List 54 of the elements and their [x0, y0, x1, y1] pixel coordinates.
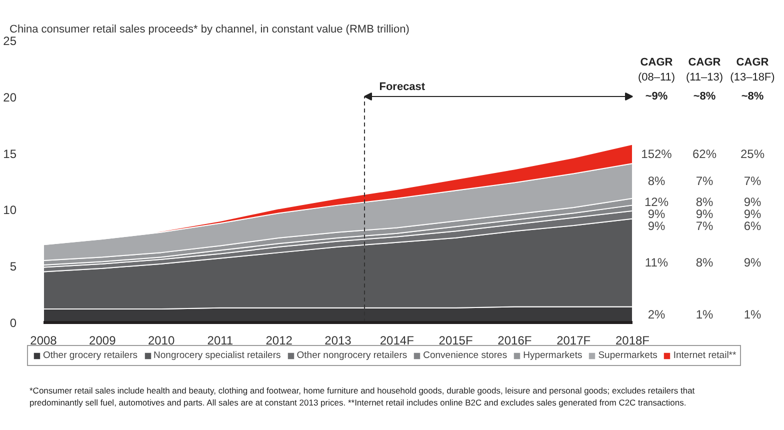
ref-line-label: Forecast	[379, 81, 426, 94]
x-tick-label: 2010	[148, 334, 175, 348]
legend-label: Internet retail**	[673, 350, 736, 361]
text: 9%	[648, 206, 666, 221]
y-tick-label: 10	[3, 203, 17, 218]
legend-label: Other grocery retailers	[43, 350, 138, 361]
x-tick-label: 2014F	[380, 334, 414, 348]
x-tick-label: 2011	[207, 334, 234, 348]
text: 9%	[744, 194, 762, 209]
y-tick-label: 5	[10, 260, 17, 274]
text: *Consumer retail sales include health and beauty, clothing and footwear, home furniture and household goods, durable goods, leisure and personal goods; excludes retailers that predominantly sell fuel, automotives and parts. All sales are at constant 2013 prices. **Internet retail includes online B2C and excludes sales generated from C2C transactions.	[30, 386, 696, 408]
text: CAGR (08–11)	[638, 56, 676, 84]
legend-label: Nongrocery specialist retailers	[154, 350, 281, 361]
text: 9%	[744, 256, 762, 270]
text: 8%	[648, 174, 666, 188]
x-tick-label: 2013	[324, 334, 352, 348]
text: 1%	[744, 308, 762, 322]
text: 152%	[641, 146, 672, 161]
x-tick-label: 2012	[266, 334, 293, 348]
text: 8%	[696, 256, 714, 270]
text: 1%	[696, 308, 714, 322]
x-tick-label: 2016F	[498, 334, 532, 348]
text: 9%	[744, 206, 762, 221]
text: CAGR (11–13)	[686, 56, 724, 84]
y-tick-label: 15	[3, 146, 17, 161]
text: 7%	[696, 218, 714, 233]
y-tick-label: 20	[3, 90, 17, 104]
text: 9%	[648, 218, 666, 233]
text: ~8%	[741, 90, 764, 102]
legend-label: Supermarkets	[598, 350, 658, 361]
legend-label: Other nongrocery retailers	[296, 350, 408, 361]
text: ~8%	[693, 90, 716, 102]
chart-title: China consumer retail sales proceeds* by channel, in constant value (RMB trillion)	[10, 24, 410, 36]
text: 7%	[696, 174, 714, 188]
legend-label: Hypermarkets	[523, 350, 582, 361]
text: 8%	[696, 194, 714, 209]
text: 2%	[648, 308, 666, 322]
x-tick-label: 2015F	[438, 334, 473, 348]
x-tick-label: 2018F	[615, 334, 650, 348]
text: 12%	[644, 194, 669, 209]
x-tick-label: 2009	[89, 334, 116, 348]
x-tick-label: 2017F	[556, 334, 591, 348]
x-tick-label: 2008	[30, 334, 58, 348]
text: 6%	[744, 218, 762, 233]
text: 62%	[692, 146, 717, 161]
text: 9%	[696, 206, 714, 221]
text: 11%	[644, 256, 668, 270]
text: ~9%	[645, 90, 668, 102]
y-tick-label: 25	[3, 34, 17, 48]
text: CAGR (13–18F)	[730, 56, 775, 84]
text: 7%	[744, 174, 762, 188]
text: 25%	[740, 146, 765, 161]
y-tick-label: 0	[10, 316, 17, 330]
legend-label: Convenience stores	[423, 350, 508, 361]
